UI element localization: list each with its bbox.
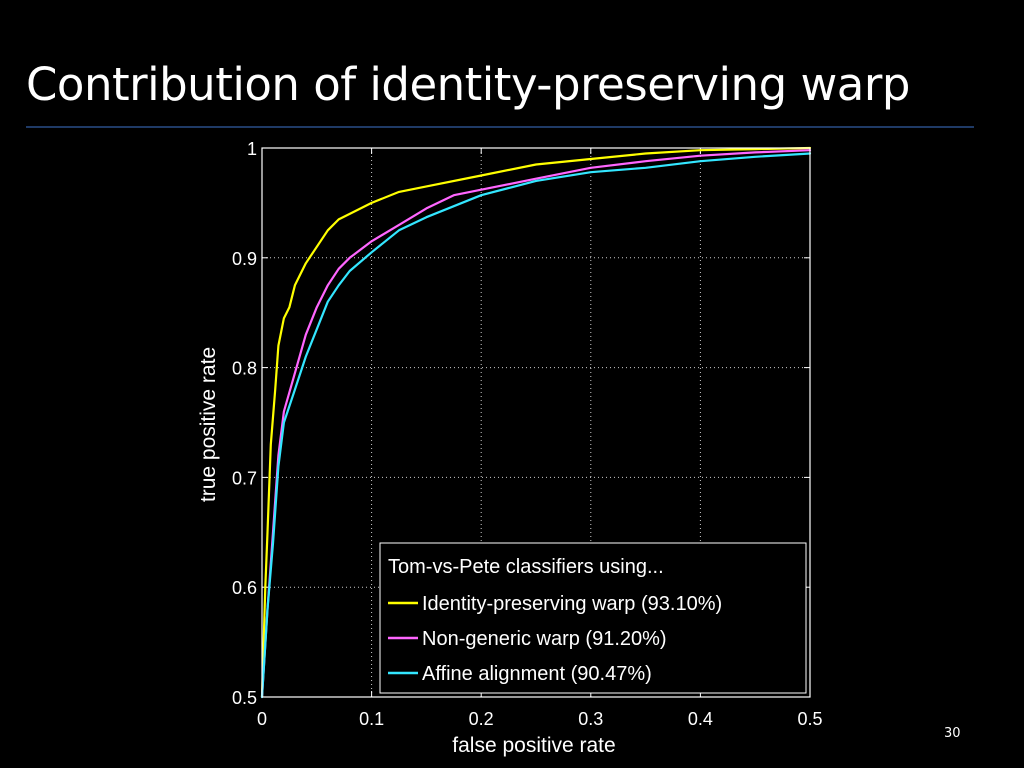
- legend-title: Tom-vs-Pete classifiers using...: [388, 556, 664, 578]
- series-line-2: [260, 149, 812, 699]
- plot-frame: [261, 147, 811, 698]
- y-tick-label: 0.9: [232, 249, 257, 269]
- y-tick-label: 0.7: [232, 468, 257, 488]
- x-axis-label: false positive rate: [452, 734, 615, 757]
- legend-box: [379, 542, 807, 694]
- slide-title: Contribution of identity-preserving warp: [26, 58, 910, 111]
- y-tick-label: 1: [247, 139, 257, 159]
- legend-label-3: Affine alignment (90.47%): [422, 663, 652, 685]
- x-tick-label: 0.5: [797, 709, 822, 729]
- x-tick-label: 0.2: [469, 709, 494, 729]
- y-tick-label: 0.6: [232, 578, 257, 598]
- series-line-3: [260, 152, 812, 699]
- y-tick-label: 0.5: [232, 688, 257, 708]
- y-tick-label: 0.8: [232, 359, 257, 379]
- x-tick-label: 0: [257, 709, 267, 729]
- x-tick-label: 0.4: [688, 709, 713, 729]
- x-tick-label: 0.1: [359, 709, 384, 729]
- x-tick-label: 0.3: [578, 709, 603, 729]
- title-divider: [26, 126, 974, 128]
- series-line-1: [260, 146, 812, 699]
- legend-label-2: Non-generic warp (91.20%): [422, 628, 667, 650]
- y-axis-label: true positive rate: [197, 347, 220, 502]
- page-number: 30: [944, 726, 961, 741]
- legend-label-1: Identity-preserving warp (93.10%): [422, 593, 722, 615]
